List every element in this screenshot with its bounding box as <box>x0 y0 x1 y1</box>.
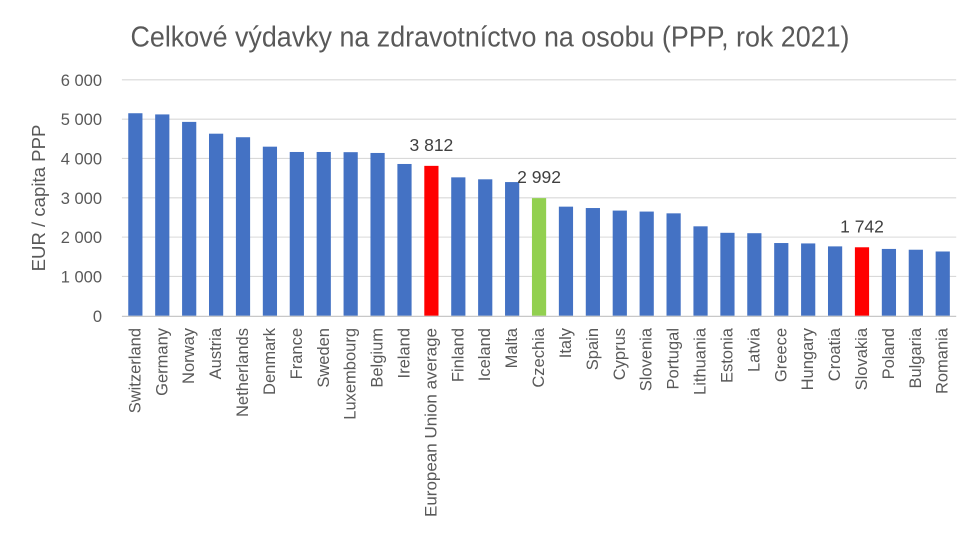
svg-text:5 000: 5 000 <box>61 111 102 129</box>
svg-text:EUR / capita PPP: EUR / capita PPP <box>28 125 49 272</box>
svg-text:Ireland: Ireland <box>395 328 413 378</box>
svg-text:Netherlands: Netherlands <box>234 328 252 417</box>
svg-text:Finland: Finland <box>449 328 467 382</box>
svg-text:2 992: 2 992 <box>517 167 561 187</box>
svg-text:Romania: Romania <box>934 327 952 394</box>
svg-text:Belgium: Belgium <box>369 328 387 388</box>
svg-text:6 000: 6 000 <box>61 72 102 90</box>
svg-text:Slovenia: Slovenia <box>638 327 656 391</box>
svg-text:Estonia: Estonia <box>718 327 736 383</box>
svg-text:1 742: 1 742 <box>840 216 884 236</box>
svg-text:Cyprus: Cyprus <box>611 328 629 380</box>
svg-text:3 812: 3 812 <box>410 135 454 155</box>
svg-text:Iceland: Iceland <box>476 328 494 381</box>
svg-text:Bulgaria: Bulgaria <box>907 327 925 388</box>
svg-text:Switzerland: Switzerland <box>126 328 144 413</box>
svg-text:Slovakia: Slovakia <box>853 327 871 390</box>
svg-text:0: 0 <box>93 308 102 326</box>
svg-text:Norway: Norway <box>180 327 198 384</box>
svg-text:2 000: 2 000 <box>61 229 102 247</box>
svg-text:Luxembourg: Luxembourg <box>342 328 360 420</box>
svg-text:Latvia: Latvia <box>745 327 763 372</box>
svg-text:Croatia: Croatia <box>826 327 844 381</box>
svg-text:4 000: 4 000 <box>61 150 102 168</box>
svg-text:European Union average: European Union average <box>422 328 440 517</box>
svg-text:1 000: 1 000 <box>61 268 102 286</box>
svg-text:Celkové výdavky na zdravotníct: Celkové výdavky na zdravotníctvo na osob… <box>131 22 850 54</box>
svg-text:Greece: Greece <box>772 328 790 382</box>
svg-text:France: France <box>288 328 306 379</box>
svg-text:Lithuania: Lithuania <box>692 327 710 395</box>
svg-text:Malta: Malta <box>503 327 521 368</box>
svg-text:Denmark: Denmark <box>261 327 279 395</box>
svg-text:Austria: Austria <box>207 327 225 379</box>
svg-text:Germany: Germany <box>153 327 171 396</box>
svg-text:Sweden: Sweden <box>315 328 333 388</box>
svg-text:Czechia: Czechia <box>530 327 548 387</box>
svg-text:Hungary: Hungary <box>799 327 817 390</box>
svg-text:Portugal: Portugal <box>665 328 683 389</box>
svg-text:Spain: Spain <box>584 328 602 370</box>
svg-text:Poland: Poland <box>880 328 898 379</box>
svg-text:3 000: 3 000 <box>61 190 102 208</box>
svg-text:Italy: Italy <box>557 327 575 358</box>
